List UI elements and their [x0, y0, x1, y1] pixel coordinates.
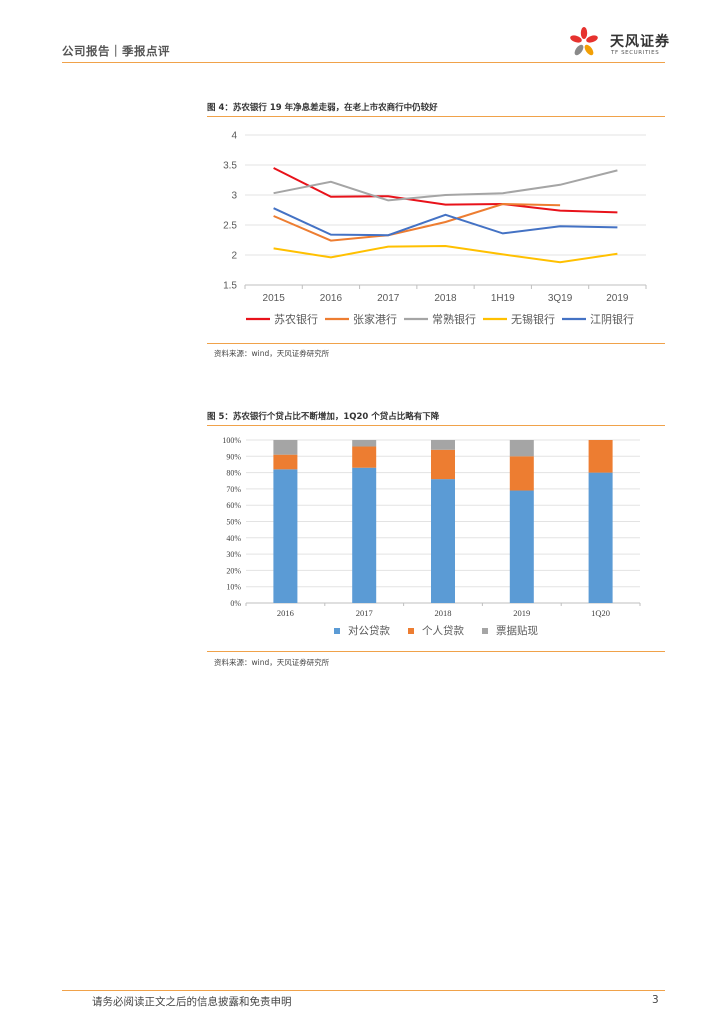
- legend-label: 江阴银行: [590, 312, 634, 326]
- y-tick-label: 2: [231, 251, 237, 262]
- y-tick-label: 100%: [222, 436, 241, 445]
- y-tick-label: 50%: [226, 518, 241, 527]
- x-tick-label: 2018: [435, 608, 452, 618]
- header-divider: [62, 62, 665, 63]
- x-tick-label: 2018: [434, 293, 457, 304]
- figure5-stacked-bar-chart: 0% 10% 20% 30% 40% 50% 60% 70% 80% 90% 100% 2016 201…: [222, 436, 641, 637]
- series-line-苏农银行: [273, 167, 618, 214]
- y-tick-label: 2.5: [223, 221, 237, 232]
- x-tick-label: 2017: [377, 293, 400, 304]
- y-tick-label: 1.5: [223, 281, 237, 292]
- legend-swatch: [408, 628, 414, 634]
- x-tick-label: 2019: [606, 293, 629, 304]
- legend-label: 个人贷款: [422, 624, 464, 637]
- y-tick-label: 30%: [226, 550, 241, 559]
- figure5-title-divider: [207, 425, 665, 426]
- y-tick-label: 20%: [226, 566, 241, 575]
- bar-segment-对公贷款: [431, 479, 455, 603]
- bar-segment-对公贷款: [352, 467, 377, 603]
- y-tick-label: 60%: [226, 501, 241, 510]
- y-tick-label: 0%: [230, 599, 241, 608]
- bar-segment-个人贷款: [588, 440, 613, 473]
- legend-label: 对公贷款: [348, 624, 390, 637]
- x-tick-label: 2017: [356, 608, 373, 618]
- y-tick-label: 40%: [226, 534, 241, 543]
- bar-segment-个人贷款: [352, 446, 377, 468]
- bar-segment-个人贷款: [509, 456, 534, 491]
- footer-divider: [62, 990, 665, 991]
- figure4-source: 资料来源：wind，天风证券研究所: [214, 349, 330, 358]
- bar-segment-票据贴现: [352, 440, 377, 447]
- y-tick-label: 4: [231, 131, 237, 142]
- y-tick-label: 90%: [226, 452, 241, 461]
- legend-label: 常熟银行: [432, 312, 476, 326]
- y-tick-label: 80%: [226, 469, 241, 478]
- y-tick-label: 3: [231, 191, 237, 202]
- legend-swatch: [482, 628, 488, 634]
- tf-securities-logo: [570, 27, 598, 56]
- bar-segment-票据贴现: [273, 440, 298, 455]
- figure5-source: 资料来源：wind，天风证券研究所: [214, 658, 330, 667]
- bar-segment-票据贴现: [509, 440, 534, 457]
- series-line-张家港行: [273, 202, 561, 242]
- x-tick-label: 2015: [263, 293, 286, 304]
- page-number: 3: [652, 994, 659, 1006]
- logo-chinese-name: 天风证券: [610, 34, 670, 50]
- legend-label: 苏农银行: [274, 312, 318, 326]
- legend-label: 张家港行: [353, 312, 397, 326]
- legend-label: 票据贴现: [496, 624, 538, 637]
- x-tick-label: 2019: [513, 608, 530, 618]
- figure4-line-chart: 1.5 2 2.5 3 3.5 4 2015 2016 2017 2018 1H19 3Q19 2019…: [223, 131, 647, 326]
- x-tick-label: 3Q19: [548, 293, 573, 304]
- x-tick-label: 1H19: [491, 293, 515, 304]
- logo-english-name: TF SECURITIES: [611, 50, 660, 56]
- y-tick-label: 3.5: [223, 161, 237, 172]
- figure4-title-divider: [207, 116, 665, 117]
- figure5-title: 图 5：苏农银行个贷占比不断增加，1Q20 个贷占比略有下降: [207, 412, 440, 422]
- figure4-title: 图 4：苏农银行 19 年净息差走弱，在老上市农商行中仍较好: [207, 103, 438, 113]
- figure4-source-divider: [207, 343, 665, 344]
- legend-label: 无锡银行: [511, 312, 555, 326]
- bar-segment-对公贷款: [273, 469, 298, 603]
- x-tick-label: 2016: [277, 608, 294, 618]
- bar-segment-对公贷款: [509, 490, 534, 603]
- bar-segment-个人贷款: [273, 454, 298, 470]
- series-line-无锡银行: [273, 244, 618, 264]
- bar-segment-对公贷款: [588, 472, 613, 603]
- legend-swatch: [334, 628, 340, 634]
- x-tick-label: 1Q20: [591, 608, 610, 618]
- y-tick-label: 70%: [226, 485, 241, 494]
- x-tick-label: 2016: [320, 293, 343, 304]
- series-line-常熟银行: [273, 169, 618, 202]
- report-type-label: 公司报告｜季报点评: [62, 44, 170, 58]
- footer-disclaimer: 请务必阅读正文之后的信息披露和免责申明: [92, 996, 292, 1008]
- flower-icon: [570, 27, 598, 56]
- bar-segment-票据贴现: [431, 440, 455, 450]
- y-tick-label: 10%: [226, 583, 241, 592]
- series-line-江阴银行: [273, 207, 618, 237]
- figure5-source-divider: [207, 651, 665, 652]
- bar-segment-个人贷款: [431, 449, 455, 480]
